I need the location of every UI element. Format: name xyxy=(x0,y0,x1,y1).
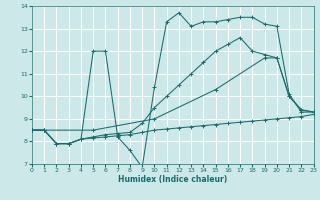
X-axis label: Humidex (Indice chaleur): Humidex (Indice chaleur) xyxy=(118,175,228,184)
